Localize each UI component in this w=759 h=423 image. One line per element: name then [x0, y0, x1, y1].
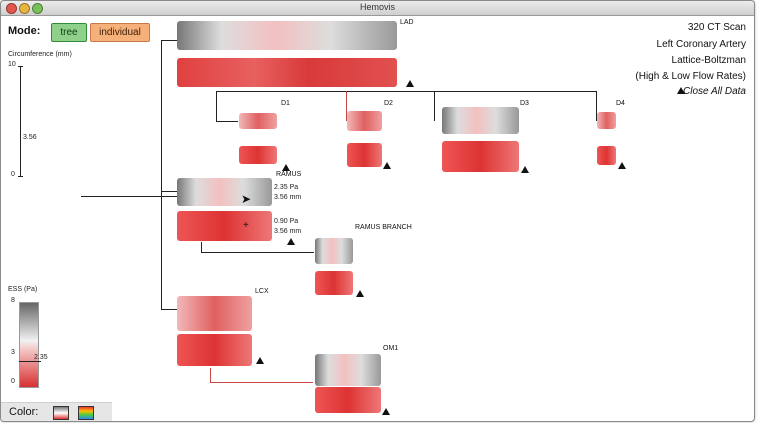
- d1-drop-line: [216, 91, 217, 121]
- crosshair-icon: +: [243, 220, 249, 231]
- ramus-branch-low-flow-vessel[interactable]: [315, 271, 353, 295]
- circumference-tick-top: [18, 66, 23, 67]
- lad-branch-line: [161, 40, 177, 41]
- ess-marker-value: 2.35: [34, 354, 48, 361]
- tree-mode-button[interactable]: tree: [51, 23, 87, 42]
- d3-collapse-triangle-icon[interactable]: [521, 166, 529, 173]
- ramus-low-flow-vessel[interactable]: [177, 211, 272, 241]
- window-title: Hemovis: [359, 2, 395, 12]
- ramus-branch-connect-line: [201, 252, 314, 253]
- lcx-label: LCX: [255, 288, 269, 295]
- ess-mid: 3: [11, 349, 15, 356]
- ess-marker-line[interactable]: [19, 361, 41, 362]
- grayred-colormap-swatch[interactable]: [53, 406, 69, 420]
- lcx-branch-line: [161, 309, 177, 310]
- ramus-branch-line: [161, 191, 177, 192]
- d2-high-flow-vessel[interactable]: [347, 111, 382, 131]
- close-all-data-link[interactable]: Close All Data: [683, 86, 746, 97]
- lad-low-flow-vessel[interactable]: [177, 58, 397, 87]
- ramus-high-flow-vessel[interactable]: [177, 178, 272, 206]
- close-all-triangle-icon: [677, 87, 685, 94]
- d3-high-flow-vessel[interactable]: [442, 107, 519, 134]
- lad-high-flow-vessel[interactable]: [177, 21, 397, 50]
- circumference-tick-bottom: [18, 176, 23, 177]
- ramus-low-circ-readout: 3.56 mm: [274, 228, 302, 235]
- ramus-high-ess-readout: 2.35 Pa: [274, 184, 299, 191]
- minimize-window-button[interactable]: [19, 3, 30, 14]
- d4-high-flow-vessel[interactable]: [597, 112, 616, 129]
- tree-trunk-line: [161, 40, 162, 310]
- mode-label: Mode:: [8, 25, 41, 37]
- ramus-branch-label: RAMUS BRANCH: [355, 224, 412, 231]
- d3-low-flow-vessel[interactable]: [442, 141, 519, 172]
- circumference-min: 0: [11, 171, 15, 178]
- ess-max: 8: [11, 297, 15, 304]
- d2-label: D2: [384, 100, 393, 107]
- d2-low-flow-vessel[interactable]: [347, 143, 382, 167]
- ramus-branch-high-flow-vessel[interactable]: [315, 238, 353, 264]
- ramus-branch-collapse-triangle-icon[interactable]: [356, 290, 364, 297]
- selection-connector: [81, 196, 177, 197]
- circumference-label: Circumference (mm): [8, 51, 72, 58]
- rainbow-colormap-swatch[interactable]: [78, 406, 94, 420]
- close-window-button[interactable]: [6, 3, 17, 14]
- lad-label: LAD: [400, 19, 414, 26]
- lcx-low-flow-vessel[interactable]: [177, 334, 252, 366]
- ramus-high-circ-readout: 3.56 mm: [274, 194, 302, 201]
- d1-low-flow-vessel[interactable]: [239, 146, 277, 164]
- lcx-high-flow-vessel[interactable]: [177, 296, 252, 331]
- d2-drop-line: [346, 91, 347, 121]
- d1-connect-line: [216, 121, 238, 122]
- info-line-1: 320 CT Scan: [687, 22, 746, 33]
- ess-colorbar: [19, 302, 39, 388]
- om1-label: OM1: [383, 345, 399, 352]
- zoom-window-button[interactable]: [32, 3, 43, 14]
- circumference-max: 10: [8, 61, 16, 68]
- info-line-4: (High & Low Flow Rates): [635, 71, 746, 82]
- d1-collapse-triangle-icon[interactable]: [282, 164, 290, 171]
- ramus-branch-drop-line: [201, 242, 202, 252]
- lad-children-line: [216, 91, 596, 92]
- circumference-mid: 3.56: [23, 134, 37, 141]
- d4-collapse-triangle-icon[interactable]: [618, 162, 626, 169]
- color-scheme-panel: Color:: [1, 402, 112, 421]
- d1-label: D1: [281, 100, 290, 107]
- ess-label: ESS (Pa): [8, 286, 38, 293]
- color-label: Color:: [9, 406, 39, 418]
- om1-low-flow-vessel[interactable]: [315, 387, 381, 413]
- ramus-label: RAMUS: [276, 171, 302, 178]
- d2-collapse-triangle-icon[interactable]: [383, 162, 391, 169]
- main-canvas: Mode: tree individual Circumference (mm)…: [1, 16, 754, 421]
- om1-high-flow-vessel[interactable]: [315, 354, 381, 386]
- individual-mode-button[interactable]: individual: [90, 23, 150, 42]
- d3-drop-line: [434, 91, 435, 121]
- lad-collapse-triangle-icon[interactable]: [406, 80, 414, 87]
- ramus-low-ess-readout: 0.90 Pa: [274, 218, 299, 225]
- ess-min: 0: [11, 378, 15, 385]
- mouse-cursor-icon: ➤: [241, 192, 252, 206]
- d4-label: D4: [616, 100, 625, 107]
- om1-connect-line: [210, 382, 313, 383]
- info-line-3: Lattice-Boltzman: [671, 55, 746, 66]
- ramus-collapse-triangle-icon[interactable]: [287, 238, 295, 245]
- lcx-collapse-triangle-icon[interactable]: [256, 357, 264, 364]
- title-bar: Hemovis: [1, 1, 754, 16]
- d4-low-flow-vessel[interactable]: [597, 146, 616, 165]
- d1-high-flow-vessel[interactable]: [239, 113, 277, 129]
- info-line-2: Left Coronary Artery: [656, 39, 746, 50]
- d4-drop-line: [596, 91, 597, 121]
- om1-drop-line: [210, 368, 211, 382]
- circumference-axis: [20, 66, 21, 176]
- d3-label: D3: [520, 100, 529, 107]
- om1-collapse-triangle-icon[interactable]: [382, 408, 390, 415]
